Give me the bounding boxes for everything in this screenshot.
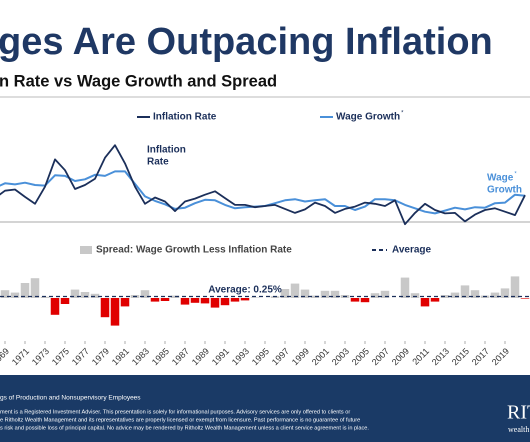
bar <box>510 276 520 298</box>
bar <box>430 298 440 302</box>
average-label: Average: 0.25% <box>208 285 282 296</box>
x-tick-label: 1981 <box>110 346 131 367</box>
x-tick-label: 1991 <box>210 346 231 367</box>
footer-note: gs of Production and Nonsupervisory Empl… <box>0 395 141 402</box>
x-tick-label: 1969 <box>0 346 11 367</box>
bar <box>210 298 220 308</box>
legend-swatch <box>80 246 92 254</box>
x-tick-label: 2019 <box>490 346 511 367</box>
bar <box>380 290 390 298</box>
bar <box>50 298 60 315</box>
bar <box>80 292 90 298</box>
bar <box>420 298 430 307</box>
x-tick-label: 2009 <box>390 346 411 367</box>
annotation: Rate <box>147 157 169 168</box>
bar <box>460 285 470 298</box>
bar <box>100 298 110 318</box>
bar <box>140 290 150 298</box>
x-tick-label: 1979 <box>90 346 111 367</box>
bar <box>350 298 360 302</box>
x-tick-label: 2001 <box>310 346 331 367</box>
bar <box>200 298 210 304</box>
footnote-mark: * <box>401 111 404 117</box>
bar <box>40 296 50 298</box>
x-tick-label: 1995 <box>250 346 271 367</box>
x-tick-label: 1987 <box>170 346 191 367</box>
bar <box>470 290 480 298</box>
legend-label: Inflation Rate <box>153 112 217 123</box>
bar <box>500 288 510 298</box>
bar <box>240 298 250 301</box>
logo: RIT <box>507 402 530 424</box>
x-tick-label: 2017 <box>470 346 491 367</box>
annotation: Wage <box>487 173 514 184</box>
x-tick-label: 2015 <box>450 346 471 367</box>
disclaimer: s risk and possible loss of principal ca… <box>0 425 369 431</box>
bar <box>60 298 70 304</box>
x-tick-label: 2003 <box>330 346 351 367</box>
bar <box>10 292 20 298</box>
legend-label: Average <box>392 245 432 256</box>
x-tick-label: 1985 <box>150 346 171 367</box>
bar <box>320 290 330 298</box>
logo-sub: wealth <box>508 425 529 434</box>
bar <box>410 293 420 298</box>
bar <box>490 292 500 298</box>
bar <box>20 283 30 298</box>
footer-band <box>0 375 530 442</box>
disclaimer: e Ritholtz Wealth Management and its rep… <box>0 417 360 423</box>
x-tick-label: 2011 <box>410 346 431 367</box>
x-tick-label: 2007 <box>370 346 391 367</box>
bar <box>400 277 410 298</box>
footer: gs of Production and Nonsupervisory Empl… <box>0 395 530 434</box>
page-title: ges Are Outpacing Inflation <box>0 21 493 63</box>
x-tick-label: 1983 <box>130 346 151 367</box>
bar <box>250 297 260 298</box>
series-line <box>0 144 526 226</box>
bar <box>370 293 380 298</box>
bar <box>450 292 460 298</box>
x-tick-label: 1993 <box>230 346 251 367</box>
bar <box>360 298 370 303</box>
bar <box>30 278 40 298</box>
bar <box>330 290 340 298</box>
bar <box>300 289 310 298</box>
bar <box>150 298 160 302</box>
x-tick-label: 1997 <box>270 346 291 367</box>
bar <box>190 298 200 303</box>
bar <box>520 298 530 299</box>
x-tick-label: 1971 <box>10 346 31 367</box>
bar <box>230 298 240 302</box>
x-tick-label: 1999 <box>290 346 311 367</box>
x-tick-label: 1989 <box>190 346 211 367</box>
bar <box>180 298 190 305</box>
x-tick-label: 1975 <box>50 346 71 367</box>
bar <box>160 298 170 301</box>
x-tick-label: 1977 <box>70 346 91 367</box>
page-subtitle: n Rate vs Wage Growth and Spread <box>0 72 277 90</box>
bar <box>280 289 290 298</box>
bar <box>120 298 130 307</box>
bar <box>220 298 230 306</box>
footnote-mark: * <box>514 172 517 178</box>
x-tick-label: 2013 <box>430 346 451 367</box>
annotation: Growth <box>487 185 522 196</box>
legend-label: Wage Growth <box>336 112 400 123</box>
bar <box>70 289 80 298</box>
bar <box>110 298 120 326</box>
bar <box>0 290 10 298</box>
bar <box>290 283 300 298</box>
x-tick-label: 1973 <box>30 346 51 367</box>
x-tick-label: 2005 <box>350 346 371 367</box>
disclaimer: ment is a Registered Investment Adviser.… <box>0 409 350 415</box>
annotation: Inflation <box>147 145 186 156</box>
legend-label: Spread: Wage Growth Less Inflation Rate <box>96 245 292 256</box>
